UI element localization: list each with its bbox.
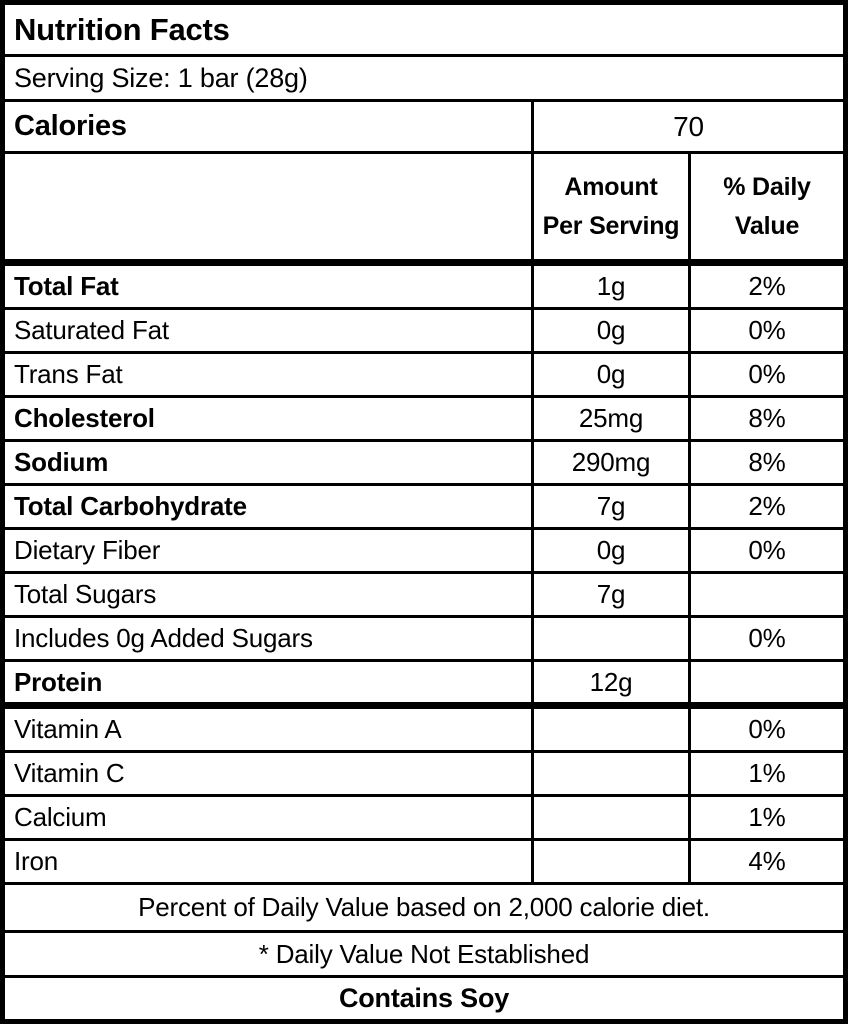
daily-value-footnote: Percent of Daily Value based on 2,000 ca… xyxy=(5,885,843,933)
nutrient-row-vitamin-c: Vitamin C 1% xyxy=(5,753,843,797)
nutrient-daily-value: 0% xyxy=(688,530,843,571)
nutrient-row-trans-fat: Trans Fat 0g 0% xyxy=(5,354,843,398)
calories-value: 70 xyxy=(531,102,843,151)
nutrient-name: Sodium xyxy=(14,447,109,477)
nutrient-name: Cholesterol xyxy=(14,403,155,433)
nutrient-name: Total Fat xyxy=(14,271,119,301)
nutrient-name: Iron xyxy=(14,846,59,876)
nutrient-row-total-carbohydrate: Total Carbohydrate 7g 2% xyxy=(5,486,843,530)
nutrient-daily-value: 0% xyxy=(688,618,843,659)
nutrient-amount: 1g xyxy=(531,266,688,307)
nutrient-amount xyxy=(531,797,688,838)
not-established-footnote-text: * Daily Value Not Established xyxy=(258,938,590,969)
nutrient-amount xyxy=(531,841,688,882)
nutrient-daily-value: 1% xyxy=(688,797,843,838)
nutrient-amount: 0g xyxy=(531,354,688,395)
allergen-statement-row: Contains Soy xyxy=(5,978,843,1019)
nutrient-amount xyxy=(531,618,688,659)
daily-value-footnote-text: Percent of Daily Value based on 2,000 ca… xyxy=(138,892,710,922)
dv-header-line2: Value xyxy=(734,211,800,240)
nutrient-row-added-sugars: Includes 0g Added Sugars 0% xyxy=(5,618,843,662)
column-header-daily-value: % Daily Value xyxy=(688,154,843,259)
nutrient-name: Vitamin C xyxy=(14,758,125,788)
page-title: Nutrition Facts xyxy=(14,11,230,47)
nutrient-row-vitamin-a: Vitamin A 0% xyxy=(5,709,843,753)
nutrient-row-calcium: Calcium 1% xyxy=(5,797,843,841)
not-established-footnote: * Daily Value Not Established xyxy=(5,933,843,978)
amount-header-lines: Amount Per Serving xyxy=(543,168,680,246)
serving-size-row: Serving Size: 1 bar (28g) xyxy=(5,57,843,102)
nutrient-daily-value: 0% xyxy=(688,354,843,395)
nutrient-name: Dietary Fiber xyxy=(14,535,161,565)
nutrient-daily-value: 0% xyxy=(688,709,843,750)
nutrient-name: Calcium xyxy=(14,802,107,832)
title-row: Nutrition Facts xyxy=(5,5,843,57)
nutrient-amount: 25mg xyxy=(531,398,688,439)
nutrient-row-total-fat: Total Fat 1g 2% xyxy=(5,266,843,310)
serving-size-text: Serving Size: 1 bar (28g) xyxy=(14,62,308,93)
nutrient-name: Vitamin A xyxy=(14,714,122,744)
dv-header-line1: % Daily xyxy=(723,172,811,201)
nutrient-row-sodium: Sodium 290mg 8% xyxy=(5,442,843,486)
nutrient-daily-value: 0% xyxy=(688,310,843,351)
amount-header-line2: Per Serving xyxy=(542,211,680,240)
dv-header-lines: % Daily Value xyxy=(723,168,811,246)
nutrient-daily-value xyxy=(688,574,843,615)
allergen-statement-text: Contains Soy xyxy=(338,983,510,1013)
nutrient-name: Saturated Fat xyxy=(14,315,169,345)
nutrient-daily-value: 4% xyxy=(688,841,843,882)
nutrient-daily-value: 8% xyxy=(688,398,843,439)
nutrient-amount: 0g xyxy=(531,530,688,571)
nutrient-daily-value xyxy=(688,662,843,702)
column-header-amount: Amount Per Serving xyxy=(531,154,688,259)
nutrient-daily-value: 8% xyxy=(688,442,843,483)
column-header-row: Amount Per Serving % Daily Value xyxy=(5,154,843,266)
nutrient-daily-value: 2% xyxy=(688,486,843,527)
nutrient-name: Protein xyxy=(14,666,103,697)
calories-row: Calories 70 xyxy=(5,102,843,154)
nutrient-daily-value: 1% xyxy=(688,753,843,794)
column-header-spacer xyxy=(5,154,531,259)
nutrient-daily-value: 2% xyxy=(688,266,843,307)
calories-label: Calories xyxy=(14,110,127,142)
amount-header-line1: Amount xyxy=(564,172,658,201)
nutrient-name: Total Carbohydrate xyxy=(14,491,247,521)
nutrient-row-protein: Protein 12g xyxy=(5,662,843,709)
nutrient-amount xyxy=(531,753,688,794)
nutrient-row-cholesterol: Cholesterol 25mg 8% xyxy=(5,398,843,442)
nutrient-name: Trans Fat xyxy=(14,359,123,389)
nutrient-row-total-sugars: Total Sugars 7g xyxy=(5,574,843,618)
nutrient-amount: 7g xyxy=(531,486,688,527)
nutrient-amount: 290mg xyxy=(531,442,688,483)
nutrient-name: Includes 0g Added Sugars xyxy=(14,623,313,653)
nutrient-amount: 0g xyxy=(531,310,688,351)
nutrient-row-saturated-fat: Saturated Fat 0g 0% xyxy=(5,310,843,354)
nutrient-row-iron: Iron 4% xyxy=(5,841,843,885)
nutrient-amount xyxy=(531,709,688,750)
nutrient-amount: 12g xyxy=(531,662,688,702)
nutrient-name: Total Sugars xyxy=(14,579,157,609)
nutrient-amount: 7g xyxy=(531,574,688,615)
nutrient-row-dietary-fiber: Dietary Fiber 0g 0% xyxy=(5,530,843,574)
